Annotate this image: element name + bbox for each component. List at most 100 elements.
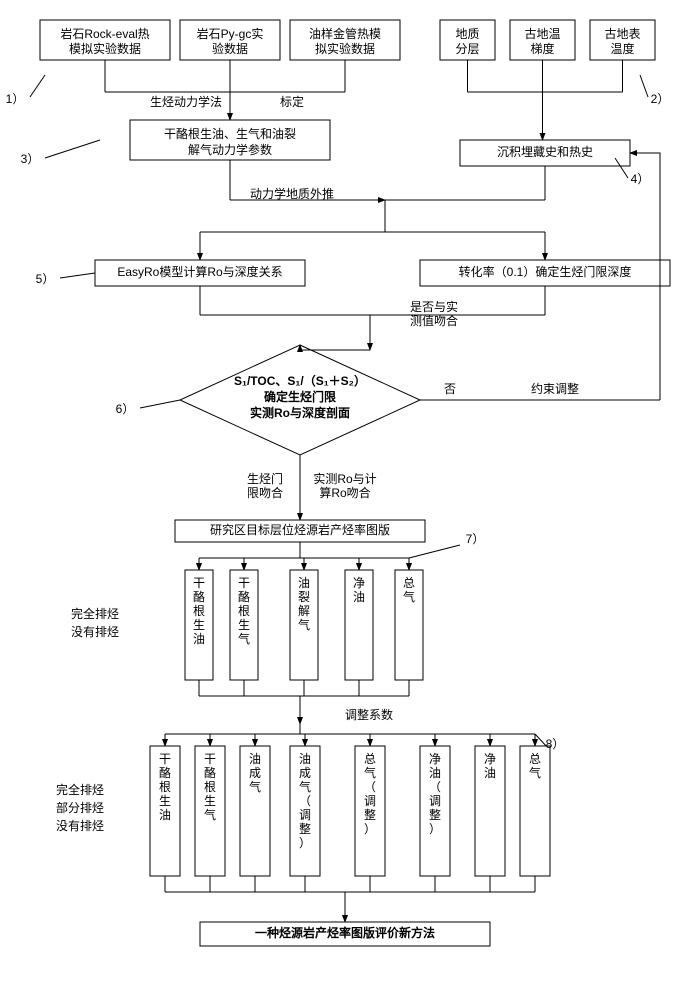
- row2-label-0: 生: [159, 794, 171, 808]
- row2-label-1: 气: [204, 807, 216, 822]
- row2-label-0: 干: [159, 752, 171, 766]
- row2-label-3: 成: [299, 766, 311, 780]
- row2-label-4: 总: [364, 752, 376, 766]
- row1-left-label: 完全排烃: [71, 606, 119, 621]
- label-final: 一种烃源岩产烃率图版评价新方法: [255, 925, 435, 940]
- row2-label-4: （: [364, 780, 376, 794]
- row1-label-3: 油: [353, 590, 365, 604]
- label-py_gc: 验数据: [212, 41, 248, 56]
- row2-label-2: 油: [249, 752, 261, 766]
- label-stratum: 地质: [455, 27, 479, 41]
- row2-label-3: 整: [299, 821, 311, 836]
- row1-label-2: 气: [298, 617, 310, 632]
- edge: [409, 545, 460, 558]
- label-chart: 研究区目标层位烃源岩产烃率图版: [210, 522, 390, 537]
- row2-label-0: 油: [159, 808, 171, 822]
- label-decision: 确定生烃门限: [264, 389, 336, 404]
- row2-label-5: 整: [429, 807, 441, 822]
- label-kinetics: 解气动力学参数: [188, 142, 272, 157]
- row1-label-2: 解: [298, 604, 310, 618]
- label-stratum: 分层: [455, 42, 479, 56]
- label-gold_tube: 拟实验数据: [315, 41, 375, 56]
- row2-label-2: 气: [249, 779, 261, 794]
- row1-label-1: 酪: [238, 589, 250, 604]
- row1-label-2: 油: [298, 576, 310, 590]
- row2-label-6: 油: [484, 766, 496, 780]
- row2-label-4: 气: [364, 765, 376, 780]
- row2-label-3: 油: [299, 752, 311, 766]
- row1-label-1: 气: [238, 631, 250, 646]
- label-gold_tube: 油样金管热模: [309, 26, 381, 41]
- edge: [140, 400, 180, 408]
- row2-label-3: 调: [299, 808, 311, 822]
- label-calib: 标定: [280, 94, 304, 109]
- row2-label-7: 总: [529, 752, 541, 766]
- label-paleotemp: 梯度: [530, 41, 554, 56]
- row2-label-2: 成: [249, 766, 261, 780]
- label-burial: 沉积埋藏史和热史: [497, 145, 593, 159]
- label-easy-ro: EasyRo模型计算Ro与深度关系: [117, 264, 282, 279]
- row2-label-5: 调: [429, 794, 441, 808]
- row1-label-0: 酪: [193, 589, 205, 604]
- row2-label-1: 生: [204, 794, 216, 808]
- callout: 7）: [466, 532, 485, 546]
- row2-label-6: 净: [484, 752, 496, 766]
- edge: [300, 345, 370, 350]
- callout: 3）: [21, 152, 40, 166]
- callout: 1）: [6, 92, 25, 106]
- row2-label-3: ）: [299, 836, 311, 850]
- edge: [45, 140, 100, 158]
- label-decision: S₁/TOC、S₁/（S₁＋S₂）: [234, 373, 366, 388]
- label-surface_temp: 古地表: [604, 26, 640, 41]
- label-kinetics: 干酪根生油、生气和油裂: [164, 126, 296, 141]
- label-check: 是否与实: [410, 299, 458, 314]
- label-no: 否: [444, 382, 456, 396]
- row1-label-3: 净: [353, 576, 365, 590]
- row2-label-5: 净: [429, 752, 441, 766]
- row2-label-5: （: [429, 780, 441, 794]
- label-py_gc: 岩石Py-gc实: [197, 26, 264, 41]
- row2-label-5: 油: [429, 766, 441, 780]
- row2-label-1: 酪: [204, 765, 216, 780]
- callout: 2）: [651, 92, 670, 106]
- row1-label-1: 根: [238, 604, 250, 618]
- row2-label-4: 调: [364, 794, 376, 808]
- row1-label-0: 油: [193, 632, 205, 646]
- row2-label-4: ）: [364, 822, 376, 836]
- row1-label-4: 气: [403, 589, 415, 604]
- row2-label-3: （: [299, 794, 311, 808]
- label-rock_eval: 模拟实验数据: [69, 41, 141, 56]
- row2-label-3: 气: [299, 779, 311, 794]
- edge: [640, 75, 648, 97]
- row2-label-0: 酪: [159, 765, 171, 780]
- row2-label-5: ）: [429, 822, 441, 836]
- edge: [30, 75, 45, 97]
- label-conversion: 转化率（0.1）确定生烃门限深度: [459, 264, 632, 279]
- label-check: 测值吻合: [410, 313, 458, 328]
- edge: [60, 273, 95, 278]
- row2-label-4: 整: [364, 807, 376, 822]
- row1-left-label: 没有排烃: [71, 624, 119, 639]
- row1-label-2: 裂: [298, 590, 310, 604]
- label-constrain: 约束调整: [531, 381, 579, 396]
- label-yes-left: 限吻合: [247, 485, 283, 500]
- label-surface_temp: 温度: [610, 41, 634, 56]
- row1-label-0: 生: [193, 618, 205, 632]
- row1-label-0: 根: [193, 604, 205, 618]
- label-rock_eval: 岩石Rock-eval热: [60, 26, 149, 41]
- row2-label-7: 气: [529, 765, 541, 780]
- row2-left-label: 没有排烃: [56, 818, 104, 833]
- label-decision: 实测Ro与深度剖面: [250, 405, 350, 420]
- label-yes-right: 算Ro吻合: [319, 485, 370, 500]
- callout: 4）: [631, 172, 650, 186]
- row1-label-0: 干: [193, 576, 205, 590]
- row2-label-1: 根: [204, 780, 216, 794]
- label-adjust: 调整系数: [345, 707, 393, 722]
- row2-label-0: 根: [159, 780, 171, 794]
- callout: 8）: [546, 737, 565, 751]
- row1-label-4: 总: [403, 576, 415, 590]
- row1-label-1: 生: [238, 618, 250, 632]
- row2-left-label: 完全排烃: [56, 782, 104, 797]
- row2-left-label: 部分排烃: [56, 800, 104, 815]
- row2-label-1: 干: [204, 752, 216, 766]
